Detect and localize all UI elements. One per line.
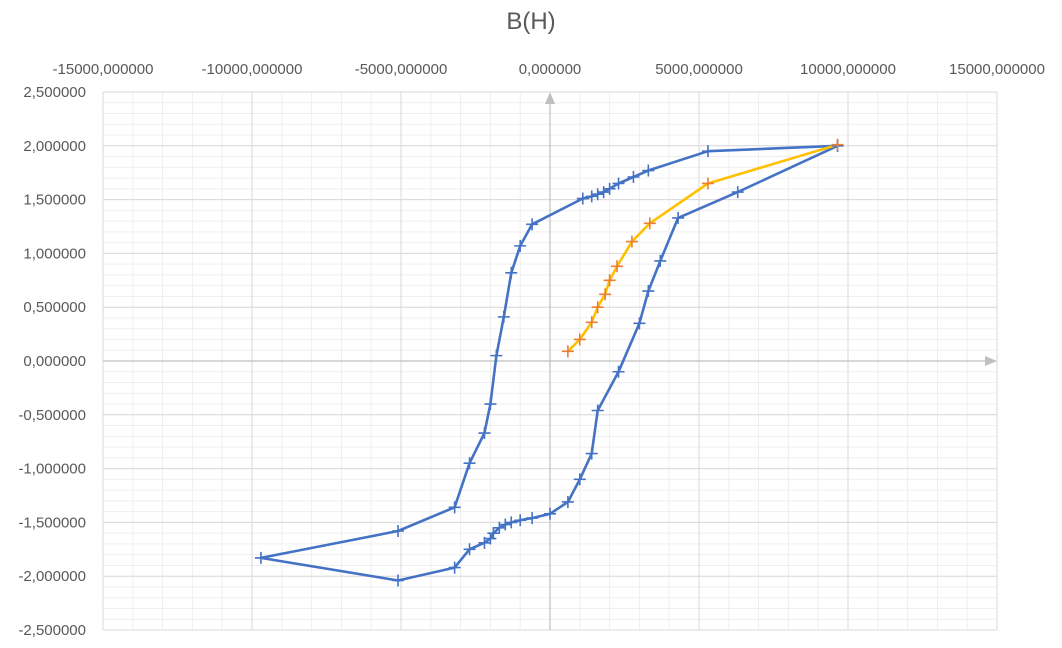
series-1-point bbox=[392, 574, 405, 587]
series-1-point bbox=[603, 182, 616, 195]
y-tick-label: -2,500000 bbox=[18, 622, 86, 639]
series-2-point bbox=[701, 177, 714, 190]
series-1-point bbox=[484, 532, 497, 545]
series-1-point bbox=[448, 501, 461, 514]
series-1-point bbox=[731, 186, 744, 199]
series-markers bbox=[254, 138, 844, 587]
x-tick-label: 15000,000000 bbox=[949, 61, 1045, 78]
series-1-point bbox=[478, 427, 491, 440]
series-1-point bbox=[526, 512, 539, 525]
series-2-line bbox=[566, 143, 838, 353]
series-1-point bbox=[514, 514, 527, 527]
y-tick-label: 0,000000 bbox=[23, 353, 86, 370]
series-1-point bbox=[654, 254, 667, 267]
x-tick-label: 10000,000000 bbox=[800, 61, 896, 78]
x-tick-label: 0,000000 bbox=[519, 61, 582, 78]
series-2-point bbox=[585, 316, 598, 329]
y-tick-label: 0,500000 bbox=[23, 299, 86, 316]
x-axis-arrow bbox=[985, 356, 997, 366]
series-1-point bbox=[573, 473, 586, 486]
series-1-point bbox=[591, 404, 604, 417]
x-tick-label: -15000,000000 bbox=[53, 61, 154, 78]
y-tick-label: 1,500000 bbox=[23, 192, 86, 209]
series-1-point bbox=[463, 543, 476, 556]
series-1-point bbox=[576, 192, 589, 205]
y-tick-label: 1,000000 bbox=[23, 245, 86, 262]
series-1-point bbox=[392, 525, 405, 538]
series-1-point bbox=[633, 317, 646, 330]
series-2-point bbox=[603, 274, 616, 287]
series-2-point bbox=[643, 217, 656, 230]
series-1-point bbox=[701, 145, 714, 158]
series-1-point bbox=[585, 447, 598, 460]
x-tick-label: 5000,000000 bbox=[655, 61, 743, 78]
x-tick-label: -5000,000000 bbox=[355, 61, 448, 78]
series-2-point bbox=[831, 138, 844, 151]
series-1-point bbox=[591, 188, 604, 201]
series-1-point bbox=[514, 239, 527, 252]
series-1-point bbox=[254, 551, 267, 564]
series-1-point bbox=[672, 211, 685, 224]
y-tick-label: -1,000000 bbox=[18, 461, 86, 478]
series-1-point bbox=[612, 365, 625, 378]
series-1-point bbox=[544, 507, 556, 520]
series-1-point bbox=[463, 457, 476, 470]
series-2-point bbox=[599, 288, 612, 301]
y-tick-label: -0,500000 bbox=[18, 407, 86, 424]
y-tick-labels: 2,500000 2,000000 1,500000 1,000000 0,500000… bbox=[18, 84, 86, 639]
series-1-point bbox=[526, 218, 539, 231]
chart-title: B(H) bbox=[506, 8, 556, 35]
y-tick-label: -2,000000 bbox=[18, 568, 86, 585]
series-1-point bbox=[499, 518, 512, 531]
series-2-point bbox=[611, 260, 624, 273]
x-tick-labels: -15000,000000 -10000,000000 -5000,000000 0,… bbox=[53, 61, 1045, 78]
series-1-point bbox=[627, 171, 640, 184]
y-axis-arrow bbox=[545, 92, 555, 104]
series-1-point bbox=[497, 310, 510, 323]
x-tick-label: -10000,000000 bbox=[202, 61, 303, 78]
series-2-point bbox=[625, 235, 638, 248]
series-1-point bbox=[642, 164, 655, 177]
y-tick-label: -1,500000 bbox=[18, 514, 86, 531]
y-tick-label: 2,000000 bbox=[23, 138, 86, 155]
series-1-point bbox=[448, 561, 461, 574]
axes bbox=[103, 92, 997, 630]
series-1-point bbox=[487, 527, 500, 540]
series-1-point bbox=[505, 266, 518, 279]
series-1-point bbox=[597, 186, 610, 199]
series-1-point bbox=[490, 349, 503, 362]
series-1-point bbox=[612, 177, 625, 190]
series-1-point bbox=[484, 398, 497, 411]
series-2-point bbox=[591, 301, 604, 314]
series-2-point bbox=[573, 333, 586, 346]
series-2-point bbox=[561, 345, 574, 358]
series-1-point bbox=[561, 495, 574, 508]
y-tick-label: 2,500000 bbox=[23, 84, 86, 101]
series-1-point bbox=[642, 285, 655, 298]
series-1-point bbox=[505, 516, 518, 529]
series-1-point bbox=[585, 190, 598, 203]
